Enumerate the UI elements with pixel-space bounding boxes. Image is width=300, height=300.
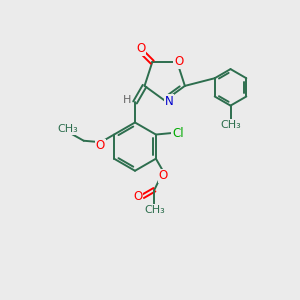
Text: O: O: [96, 139, 105, 152]
Text: CH₃: CH₃: [57, 124, 78, 134]
Text: H: H: [123, 94, 131, 104]
Text: CH₃: CH₃: [144, 205, 165, 215]
Text: N: N: [165, 94, 173, 108]
Text: O: O: [159, 169, 168, 182]
Text: O: O: [133, 190, 142, 203]
Text: CH₃: CH₃: [220, 120, 241, 130]
Text: O: O: [136, 42, 146, 55]
Text: O: O: [174, 55, 183, 68]
Text: Cl: Cl: [172, 127, 184, 140]
